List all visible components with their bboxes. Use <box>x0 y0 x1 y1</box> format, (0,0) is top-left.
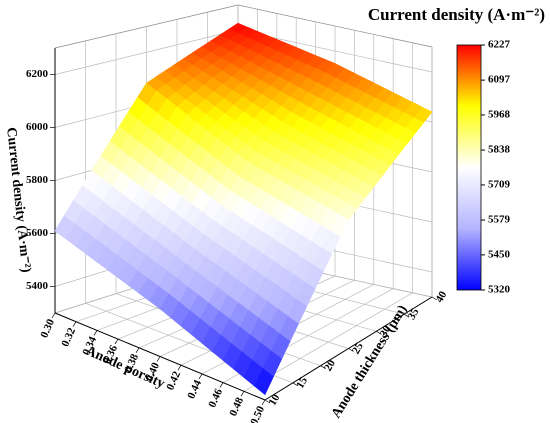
tick-mark <box>292 382 299 387</box>
z-axis-label: Current density (A·m⁻²) <box>3 127 33 274</box>
colorbar-tick-label: 5579 <box>488 214 511 226</box>
colorbar <box>456 44 482 291</box>
tick-mark <box>264 399 271 404</box>
tick-mark <box>72 321 77 327</box>
x-tick-label: 0.48 <box>227 395 246 418</box>
z-tick-label: 5600 <box>26 227 49 239</box>
z-tick-label: 6200 <box>26 68 49 80</box>
colorbar-tick-label: 6227 <box>488 39 511 51</box>
tick-mark <box>348 348 354 352</box>
tick-mark <box>376 331 382 335</box>
x-tick-label: 0.32 <box>59 326 78 349</box>
x-tick-label: 0.44 <box>185 378 204 401</box>
colorbar-tick-label: 5838 <box>488 144 511 156</box>
colorbar-tick-label: 5709 <box>488 178 511 190</box>
axis-line <box>54 312 266 401</box>
tick-mark <box>403 313 410 318</box>
tick-mark <box>114 338 119 345</box>
tick-mark <box>51 312 56 319</box>
y-axis-label: Anode thickness (μm) <box>329 302 411 421</box>
tick-mark <box>156 356 161 362</box>
z-tick-label: 5800 <box>26 174 49 186</box>
surface <box>54 22 433 396</box>
tick-mark <box>219 382 224 388</box>
tick-mark <box>320 365 326 369</box>
x-tick-label: 0.42 <box>164 369 183 392</box>
colorbar-tick-label: 5320 <box>488 284 511 296</box>
y-tick-label: 40 <box>433 289 449 305</box>
colorbar-tick-label: 5968 <box>488 108 511 120</box>
tick-mark <box>261 399 266 406</box>
chart-title: Current density (A·m⁻²) <box>368 5 545 24</box>
x-tick-label: 0.30 <box>38 317 57 340</box>
tick-mark <box>240 391 245 397</box>
surface-patch <box>254 368 274 396</box>
z-tick-label: 6000 <box>26 121 49 133</box>
x-tick-label: 0.50 <box>248 404 267 423</box>
tick-mark <box>177 365 182 371</box>
tick-mark <box>198 373 203 380</box>
x-tick-label: 0.46 <box>206 387 225 410</box>
tick-mark <box>135 347 140 353</box>
colorbar-tick-label: 5450 <box>488 248 511 260</box>
axis-line <box>264 296 433 401</box>
tick-mark <box>431 296 438 301</box>
z-tick-label: 5400 <box>26 280 49 292</box>
colorbar-tick-label: 6097 <box>488 74 511 86</box>
tick-mark <box>93 330 98 336</box>
